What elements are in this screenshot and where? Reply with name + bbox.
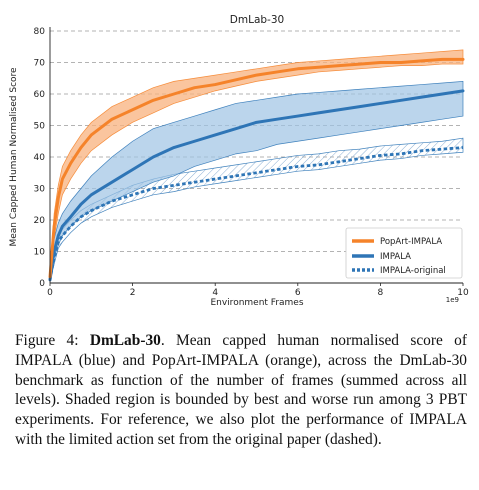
caption-text: . Mean capped human normalised score of …	[15, 332, 467, 448]
y-tick-label-70: 70	[34, 59, 46, 69]
x-tick-label-2: 2	[130, 288, 136, 298]
x-tick-label-8: 8	[378, 288, 384, 298]
x-axis-label: Environment Frames	[210, 298, 303, 308]
y-tick-label-30: 30	[34, 185, 46, 195]
y-tick-label-60: 60	[34, 90, 46, 100]
y-axis-label: Mean Capped Human Normalised Score	[9, 67, 19, 247]
legend: PopArt-IMPALA IMPALA IMPALA-original	[345, 227, 463, 279]
chart-title: DmLab-30	[230, 14, 284, 26]
y-tick-label-0: 0	[39, 279, 45, 289]
y-tick-label-80: 80	[34, 27, 46, 37]
legend-label-impala: IMPALA	[380, 252, 411, 262]
line-series-0	[48, 57, 465, 279]
x-tick-label-10: 10	[457, 288, 469, 298]
legend-label-impala-original: IMPALA-original	[380, 266, 446, 276]
legend-box	[345, 227, 463, 279]
axis-layer: 0 10 20 30 40 50 60 70 80 0 2 4 6 8 10	[34, 27, 469, 298]
line-layer	[48, 57, 465, 282]
y-tick-label-50: 50	[34, 122, 46, 132]
x-scale-label: 1e9	[446, 296, 459, 304]
y-tick-label-40: 40	[34, 153, 46, 163]
x-tick-label-4: 4	[212, 288, 218, 298]
x-tick-label-6: 6	[295, 288, 301, 298]
line-series-1	[48, 89, 465, 282]
y-tick-label-20: 20	[34, 216, 46, 226]
y-tick-label-10: 10	[34, 248, 46, 258]
caption-bold: DmLab-30	[89, 332, 161, 349]
figure-caption: Figure 4: DmLab-30. Mean capped human no…	[15, 331, 467, 450]
line-series-2	[48, 146, 464, 281]
x-tick-label-0: 0	[47, 288, 53, 298]
chart-svg: 0 10 20 30 40 50 60 70 80 0 2 4 6 8 10 DmLab-30 Enviro…	[9, 14, 469, 308]
caption-prefix: Figure 4:	[15, 332, 90, 349]
legend-label-popart: PopArt-IMPALA	[380, 237, 442, 247]
chart-figure: 0 10 20 30 40 50 60 70 80 0 2 4 6 8 10 DmLab-30 Enviro…	[9, 14, 469, 308]
band-series-0	[49, 49, 464, 280]
